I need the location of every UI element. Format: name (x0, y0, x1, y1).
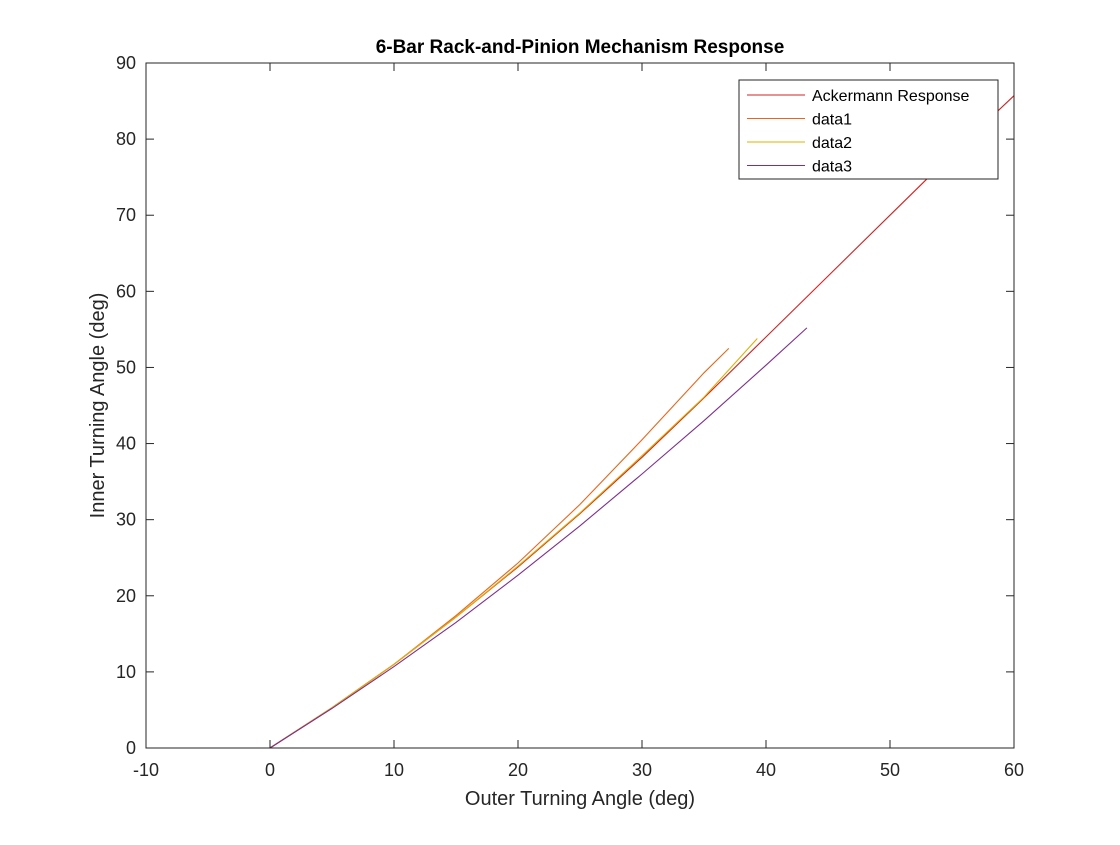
x-axis-label: Outer Turning Angle (deg) (465, 788, 695, 810)
y-tick-label: 10 (116, 662, 136, 682)
chart-title: 6-Bar Rack-and-Pinion Mechanism Response (376, 37, 785, 58)
y-tick-label: 30 (116, 510, 136, 530)
legend-box (738, 79, 999, 180)
x-tick-label: 40 (756, 760, 776, 780)
y-tick-label: 90 (116, 53, 136, 73)
x-tick-label: -10 (133, 760, 159, 780)
series-line-data2 (269, 338, 758, 749)
y-tick-label: 60 (116, 281, 136, 301)
legend: Ackermann Response data1 data2 data3 (738, 79, 999, 180)
y-tick-label: 0 (126, 738, 136, 758)
x-tick-label: 20 (508, 760, 528, 780)
y-tick-label: 20 (116, 586, 136, 606)
x-tick-label: 50 (880, 760, 900, 780)
series-layer (269, 95, 1015, 749)
legend-label-data2: data2 (812, 135, 852, 152)
y-tick-label: 50 (116, 357, 136, 377)
legend-label-data1: data1 (812, 112, 852, 129)
y-tick-label: 70 (116, 205, 136, 225)
y-tick-label: 80 (116, 129, 136, 149)
y-axis-label: Inner Turning Angle (deg) (87, 293, 109, 519)
legend-label-data3: data3 (812, 159, 852, 176)
legend-label-ackermann-response: Ackermann Response (812, 88, 970, 105)
y-tick-label: 40 (116, 434, 136, 454)
x-tick-label: 60 (1004, 760, 1024, 780)
x-tick-label: 30 (632, 760, 652, 780)
axes-box (145, 62, 1015, 749)
x-tick-label: 0 (265, 760, 275, 780)
series-line-data3 (269, 327, 808, 749)
x-tick-label: 10 (384, 760, 404, 780)
